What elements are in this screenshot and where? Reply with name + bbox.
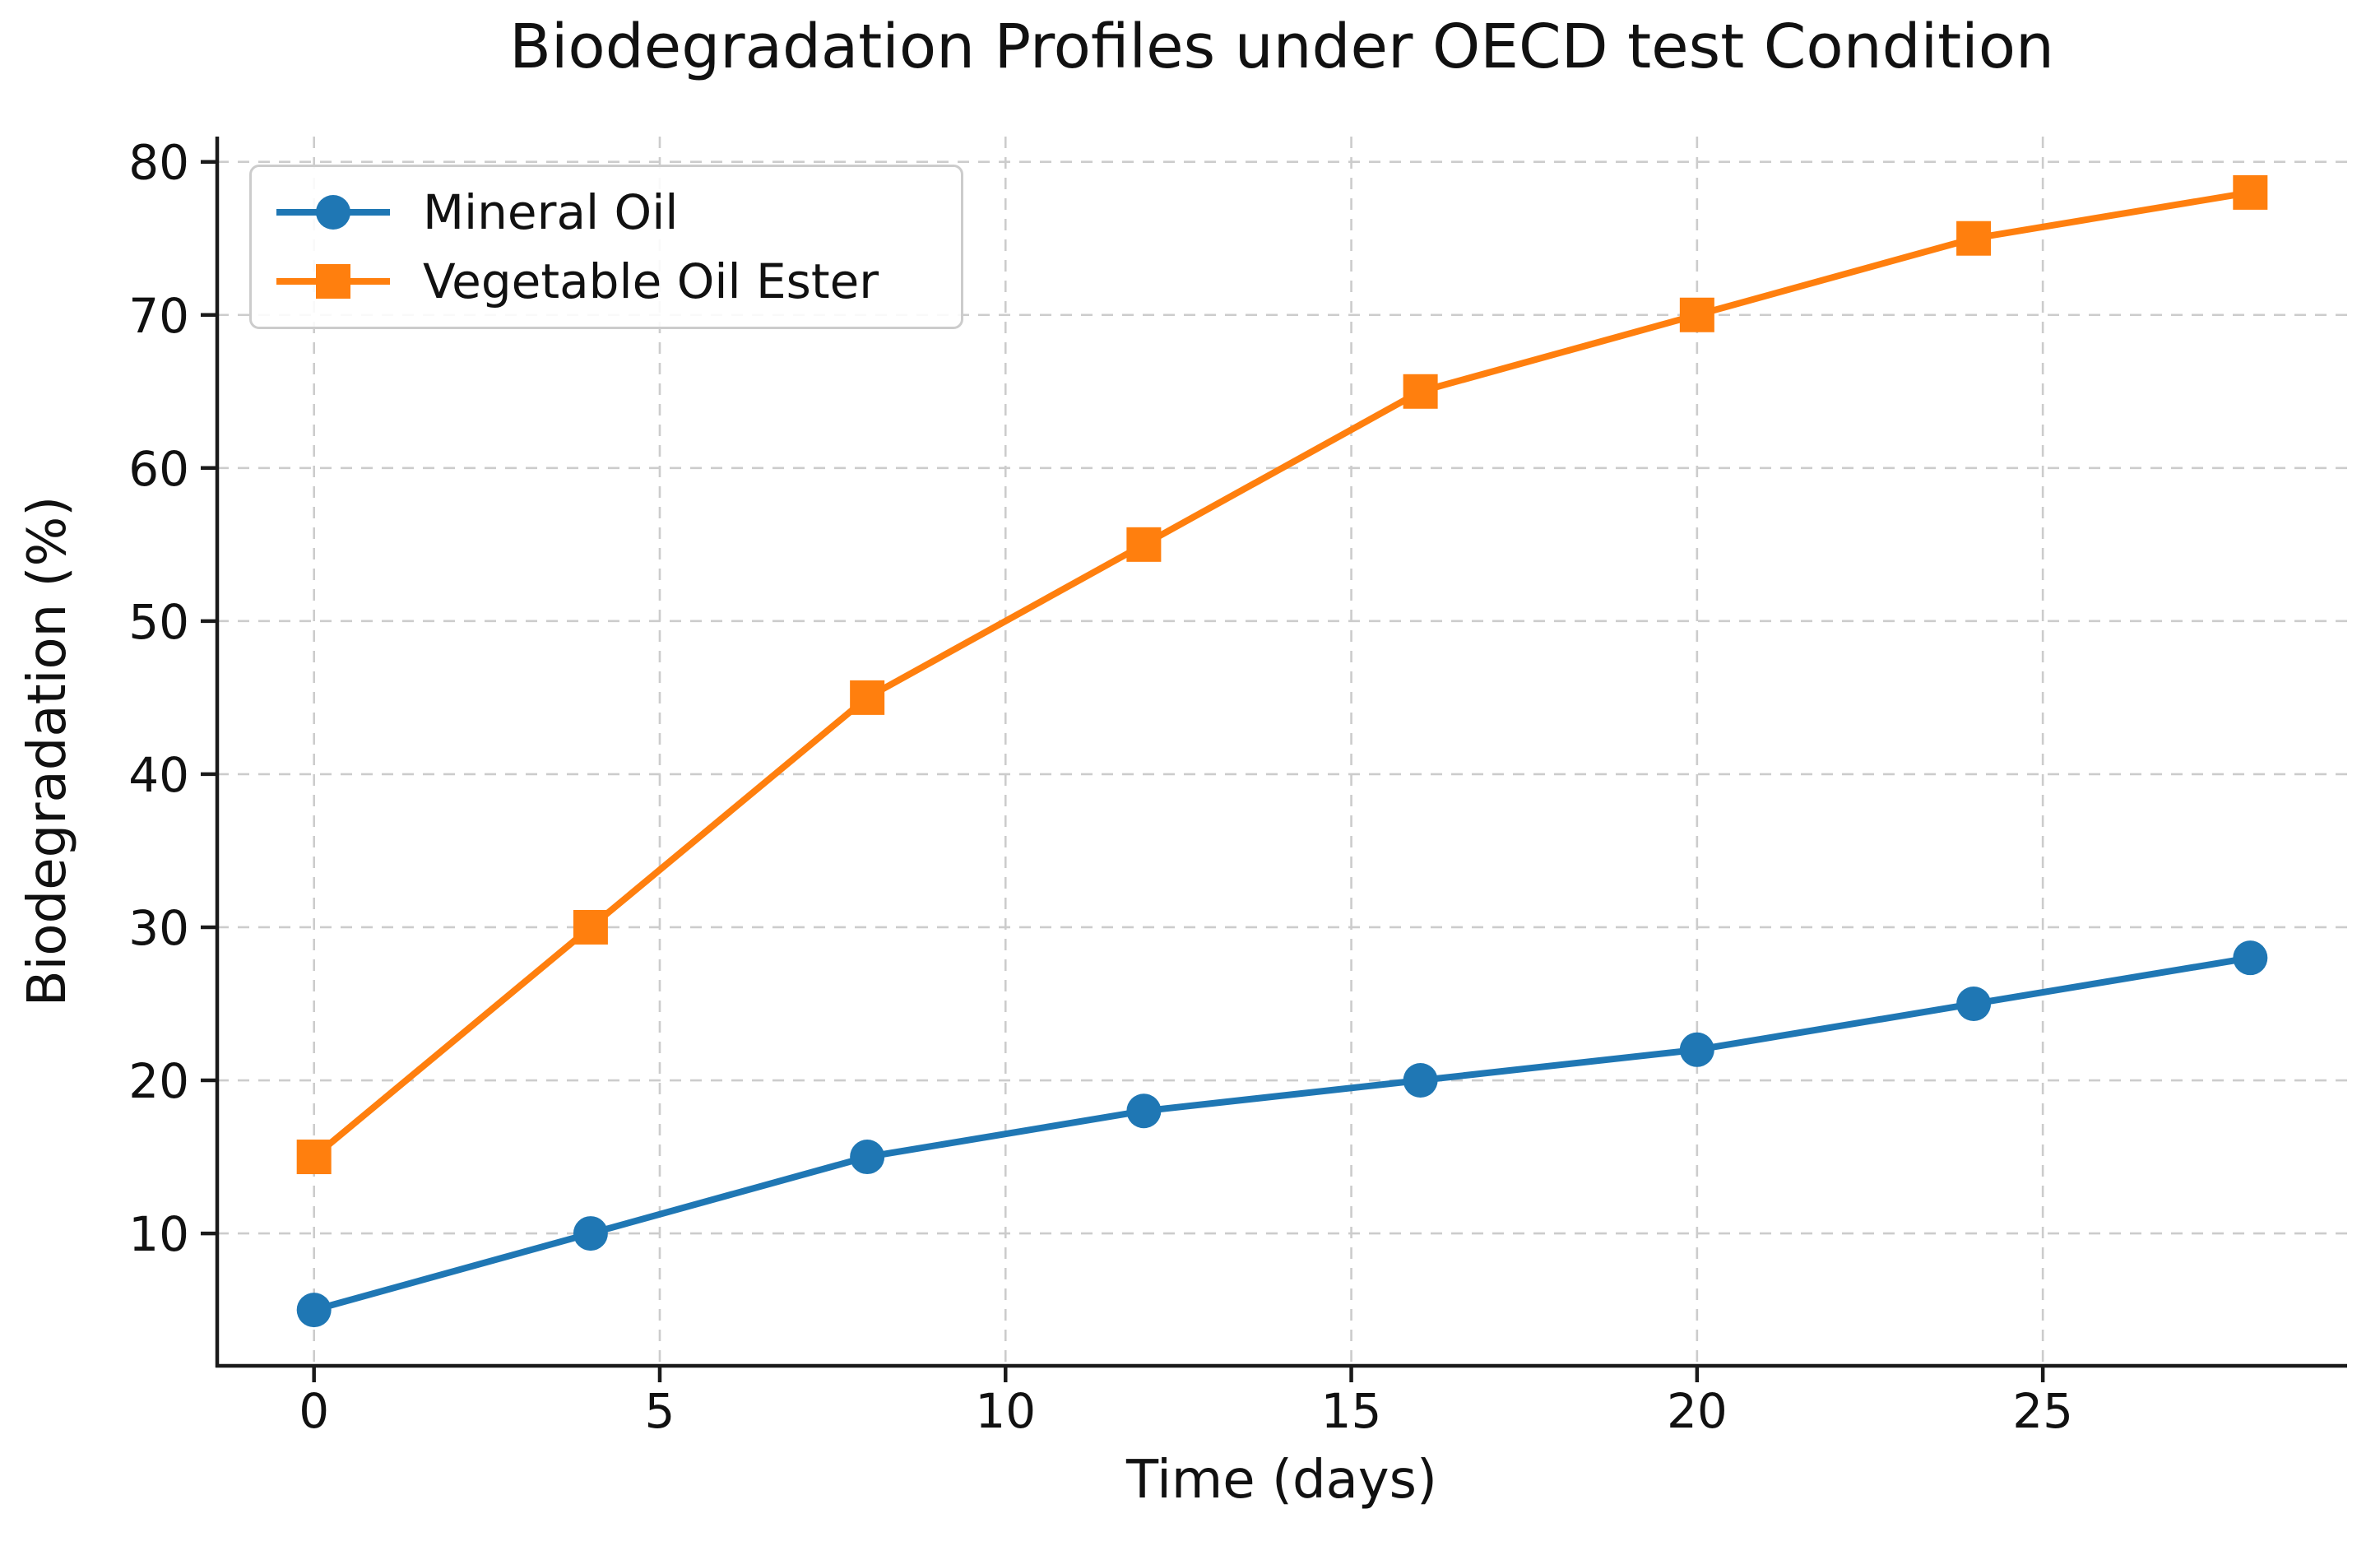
- x-tick-label: 15: [1321, 1383, 1382, 1439]
- x-tick-label: 10: [975, 1383, 1036, 1439]
- data-point-circle: [296, 1293, 332, 1328]
- legend-item-vegetable-oil-ester: Vegetable Oil Ester: [271, 258, 936, 305]
- x-tick-label: 5: [645, 1383, 675, 1439]
- y-tick-label: 20: [128, 1053, 189, 1109]
- y-tick-label: 80: [128, 135, 189, 191]
- legend-label: Mineral Oil: [423, 184, 679, 240]
- square-marker-icon: [276, 264, 390, 299]
- y-axis-title: Biodegradation (%): [17, 495, 78, 1007]
- data-point-circle: [1956, 986, 1992, 1021]
- data-point-circle: [1403, 1063, 1438, 1098]
- square-marker-icon: [316, 264, 350, 299]
- data-point-square: [1679, 297, 1714, 332]
- y-tick-label: 70: [128, 288, 189, 344]
- data-point-square: [1126, 527, 1162, 562]
- y-tick-label: 50: [128, 594, 189, 650]
- data-point-circle: [1126, 1093, 1162, 1129]
- x-tick-label: 25: [2012, 1383, 2073, 1439]
- y-tick-label: 30: [128, 900, 189, 956]
- legend: Mineral Oil Vegetable Oil Ester: [249, 165, 963, 329]
- circle-marker-icon: [316, 195, 350, 230]
- data-point-circle: [850, 1140, 885, 1175]
- y-tick-label: 40: [128, 747, 189, 803]
- data-point-square: [2233, 174, 2268, 210]
- data-point-square: [1403, 374, 1438, 409]
- legend-label: Vegetable Oil Ester: [423, 253, 879, 309]
- data-point-square: [850, 680, 885, 715]
- circle-marker-icon: [276, 195, 390, 230]
- data-point-square: [296, 1140, 332, 1175]
- x-tick-label: 0: [299, 1383, 329, 1439]
- x-tick-label: 20: [1667, 1383, 1728, 1439]
- legend-item-mineral-oil: Mineral Oil: [271, 188, 936, 236]
- data-point-circle: [573, 1216, 608, 1251]
- data-point-square: [573, 909, 608, 945]
- data-point-circle: [1679, 1032, 1714, 1067]
- y-tick-label: 10: [128, 1206, 189, 1262]
- data-point-square: [1956, 221, 1992, 256]
- x-axis-title: Time (days): [1126, 1450, 1437, 1511]
- data-point-circle: [2233, 940, 2268, 976]
- chart-title: Biodegradation Profiles under OECD test …: [509, 12, 2054, 82]
- series-line-circle: [310, 954, 2254, 1314]
- y-tick-label: 60: [128, 441, 189, 497]
- series-line-square: [310, 188, 2254, 1161]
